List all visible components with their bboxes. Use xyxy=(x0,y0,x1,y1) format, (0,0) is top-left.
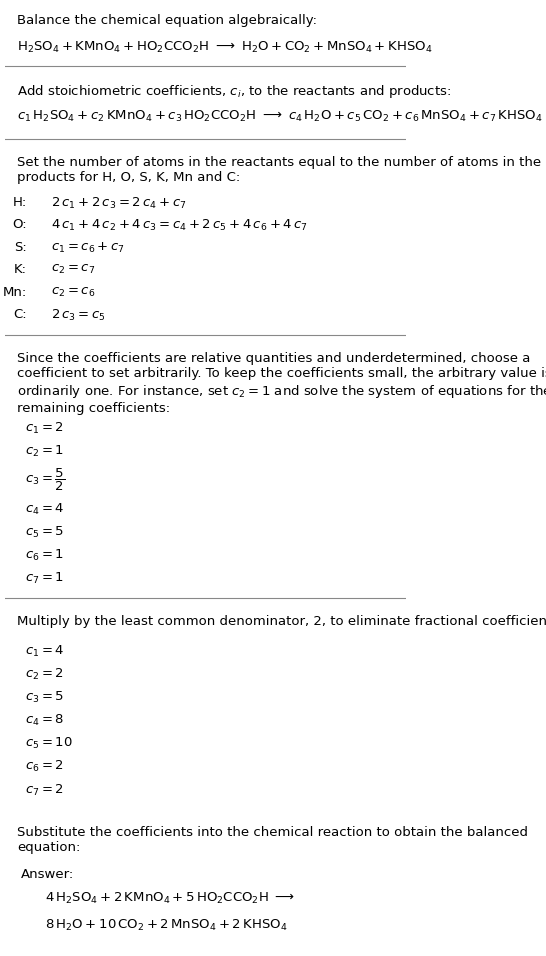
Text: $4\,\mathrm{H_2SO_4} + 2\,\mathrm{KMnO_4} + 5\,\mathrm{HO_2CCO_2H}$ $\longrighta: $4\,\mathrm{H_2SO_4} + 2\,\mathrm{KMnO_4… xyxy=(45,891,295,906)
Text: $c_5 = 5$: $c_5 = 5$ xyxy=(25,525,64,540)
Text: $c_4 = 8$: $c_4 = 8$ xyxy=(25,713,64,728)
Text: $c_2 = 2$: $c_2 = 2$ xyxy=(25,666,64,682)
Text: $\mathrm{H_2SO_4 + KMnO_4 + HO_2CCO_2H}$ $\longrightarrow$ $\mathrm{H_2O + CO_2 : $\mathrm{H_2SO_4 + KMnO_4 + HO_2CCO_2H}$… xyxy=(17,40,433,55)
Text: Substitute the coefficients into the chemical reaction to obtain the balanced
eq: Substitute the coefficients into the che… xyxy=(17,826,528,854)
Text: H:: H: xyxy=(13,196,27,208)
Text: $c_6 = 1$: $c_6 = 1$ xyxy=(25,548,64,563)
FancyBboxPatch shape xyxy=(7,858,404,944)
Text: C:: C: xyxy=(14,308,27,321)
Text: K:: K: xyxy=(14,263,27,276)
Text: $c_7 = 2$: $c_7 = 2$ xyxy=(25,783,64,797)
Text: $c_3 = 5$: $c_3 = 5$ xyxy=(25,690,64,705)
Text: Balance the chemical equation algebraically:: Balance the chemical equation algebraica… xyxy=(17,14,317,28)
Text: $c_1 = 4$: $c_1 = 4$ xyxy=(25,643,64,659)
Text: Mn:: Mn: xyxy=(3,286,27,298)
Text: $c_1 = c_6 + c_7$: $c_1 = c_6 + c_7$ xyxy=(51,241,125,254)
Text: $2\,c_1 + 2\,c_3 = 2\,c_4 + c_7$: $2\,c_1 + 2\,c_3 = 2\,c_4 + c_7$ xyxy=(51,196,187,210)
Text: $c_2 = 1$: $c_2 = 1$ xyxy=(25,444,64,459)
Text: Answer:: Answer: xyxy=(21,868,74,880)
Text: $c_7 = 1$: $c_7 = 1$ xyxy=(25,572,64,586)
Text: $c_4 = 4$: $c_4 = 4$ xyxy=(25,502,64,517)
Text: $c_6 = 2$: $c_6 = 2$ xyxy=(25,759,64,774)
Text: S:: S: xyxy=(14,241,27,253)
Text: $c_1 = 2$: $c_1 = 2$ xyxy=(25,421,64,436)
Text: Since the coefficients are relative quantities and underdetermined, choose a
coe: Since the coefficients are relative quan… xyxy=(17,353,546,415)
Text: Multiply by the least common denominator, 2, to eliminate fractional coefficient: Multiply by the least common denominator… xyxy=(17,615,546,628)
Text: $2\,c_3 = c_5$: $2\,c_3 = c_5$ xyxy=(51,308,106,323)
Text: $c_3 = \dfrac{5}{2}$: $c_3 = \dfrac{5}{2}$ xyxy=(25,467,66,493)
Text: $4\,c_1 + 4\,c_2 + 4\,c_3 = c_4 + 2\,c_5 + 4\,c_6 + 4\,c_7$: $4\,c_1 + 4\,c_2 + 4\,c_3 = c_4 + 2\,c_5… xyxy=(51,218,308,233)
Text: $c_2 = c_6$: $c_2 = c_6$ xyxy=(51,286,96,298)
Text: $8\,\mathrm{H_2O} + 10\,\mathrm{CO_2} + 2\,\mathrm{MnSO_4} + 2\,\mathrm{KHSO_4}$: $8\,\mathrm{H_2O} + 10\,\mathrm{CO_2} + … xyxy=(45,918,288,933)
Text: Add stoichiometric coefficients, $c_i$, to the reactants and products:: Add stoichiometric coefficients, $c_i$, … xyxy=(17,82,452,99)
Text: $c_5 = 10$: $c_5 = 10$ xyxy=(25,736,73,751)
Text: $c_1\,\mathrm{H_2SO_4} + c_2\,\mathrm{KMnO_4} + c_3\,\mathrm{HO_2CCO_2H}$ $\long: $c_1\,\mathrm{H_2SO_4} + c_2\,\mathrm{KM… xyxy=(17,108,543,123)
Text: O:: O: xyxy=(13,218,27,231)
Text: $c_2 = c_7$: $c_2 = c_7$ xyxy=(51,263,96,276)
Text: Set the number of atoms in the reactants equal to the number of atoms in the
pro: Set the number of atoms in the reactants… xyxy=(17,156,541,185)
